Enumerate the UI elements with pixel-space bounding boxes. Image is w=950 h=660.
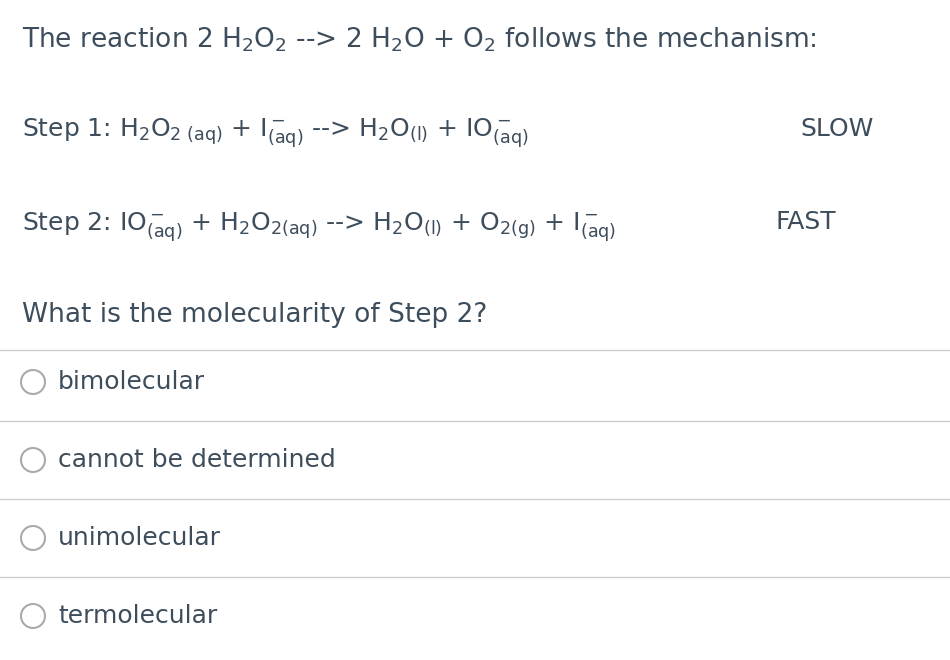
- Text: SLOW: SLOW: [800, 117, 873, 141]
- Text: FAST: FAST: [775, 210, 836, 234]
- Text: What is the molecularity of Step 2?: What is the molecularity of Step 2?: [22, 302, 487, 328]
- Text: termolecular: termolecular: [58, 604, 218, 628]
- Text: cannot be determined: cannot be determined: [58, 448, 335, 472]
- Text: The reaction 2 H$_2$O$_2$ --> 2 H$_2$O + O$_2$ follows the mechanism:: The reaction 2 H$_2$O$_2$ --> 2 H$_2$O +…: [22, 25, 816, 53]
- Text: Step 1: H$_2$O$_{2\ \mathrm{(aq)}}$ + I$^-_{\mathrm{(aq)}}$ --> H$_2$O$_{\mathrm: Step 1: H$_2$O$_{2\ \mathrm{(aq)}}$ + I$…: [22, 117, 528, 150]
- Text: bimolecular: bimolecular: [58, 370, 205, 394]
- Text: unimolecular: unimolecular: [58, 526, 221, 550]
- Text: Step 2: IO$^-_{\mathrm{(aq)}}$ + H$_2$O$_{2\mathrm{(aq)}}$ --> H$_2$O$_{\mathrm{: Step 2: IO$^-_{\mathrm{(aq)}}$ + H$_2$O$…: [22, 210, 617, 244]
